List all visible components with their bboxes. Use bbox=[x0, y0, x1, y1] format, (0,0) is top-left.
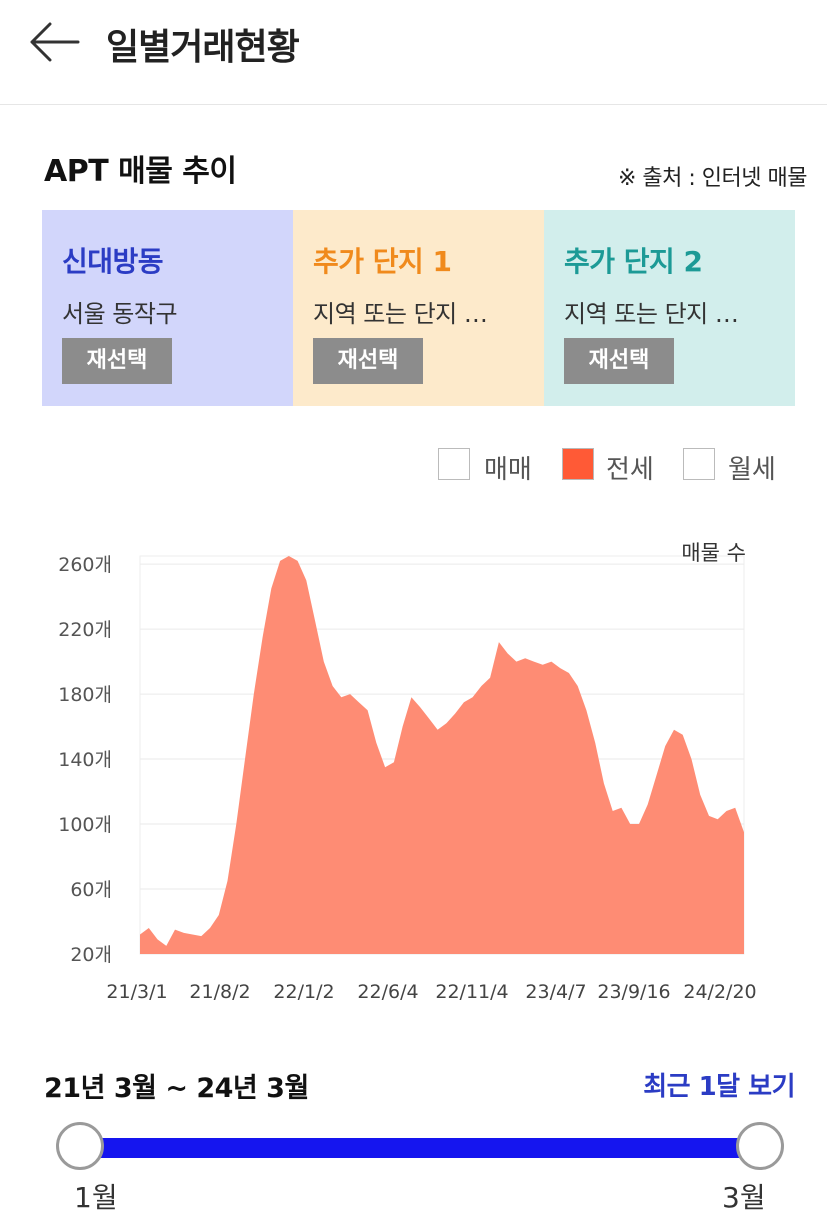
y-tick-label: 20개 bbox=[70, 944, 112, 966]
range-slider-start-handle[interactable] bbox=[56, 1122, 104, 1170]
region-name: 추가 단지 1 bbox=[313, 245, 452, 278]
y-tick-label: 220개 bbox=[58, 619, 112, 641]
y-tick-label: 180개 bbox=[58, 684, 112, 706]
x-tick-label: 23/9/16 bbox=[597, 981, 670, 1003]
y-tick-label: 100개 bbox=[58, 814, 112, 836]
x-tick-label: 22/1/2 bbox=[273, 981, 334, 1003]
app-header bbox=[0, 0, 827, 105]
region-sub: 지역 또는 단지 … bbox=[313, 300, 488, 328]
range-slider-track[interactable] bbox=[80, 1138, 760, 1158]
range-slider-end-handle[interactable] bbox=[736, 1122, 784, 1170]
region-card-3: 추가 단지 2 지역 또는 단지 … 재선택 bbox=[544, 210, 795, 406]
region-name: 추가 단지 2 bbox=[564, 245, 703, 278]
legend-label-sale: 매매 bbox=[484, 455, 532, 485]
section-title: APT 매물 추이 bbox=[44, 154, 237, 189]
legend-checkbox-monthly[interactable] bbox=[683, 448, 715, 480]
reselect-button[interactable]: 재선택 bbox=[313, 338, 423, 384]
y-tick-label: 260개 bbox=[58, 554, 112, 576]
y-tick-label: 60개 bbox=[70, 879, 112, 901]
legend-label-jeonse: 전세 bbox=[606, 455, 654, 485]
page-title: 일별거래현황 bbox=[106, 27, 300, 68]
reselect-button[interactable]: 재선택 bbox=[564, 338, 674, 384]
y-axis-label: 매물 수 bbox=[681, 541, 746, 565]
legend-label-monthly: 월세 bbox=[728, 455, 776, 485]
reselect-button[interactable]: 재선택 bbox=[62, 338, 172, 384]
recent-month-button[interactable]: 최근 1달 보기 bbox=[643, 1072, 795, 1102]
range-start-label: 1월 bbox=[74, 1181, 118, 1214]
x-tick-label: 23/4/7 bbox=[525, 981, 586, 1003]
x-tick-label: 21/3/1 bbox=[106, 981, 167, 1003]
jeonse-series-area bbox=[140, 556, 744, 954]
source-note: ※ 출처 : 인터넷 매물 bbox=[618, 166, 808, 191]
x-tick-label: 24/2/20 bbox=[683, 981, 756, 1003]
region-name: 신대방동 bbox=[62, 245, 164, 278]
listing-trend-chart: 20개 60개 100개 140개 180개 220개 260개 21/3/1 21/8/2 2… bbox=[58, 541, 756, 1003]
arrow-left-icon[interactable] bbox=[30, 20, 80, 64]
region-card-1: 신대방동 서울 동작구 재선택 bbox=[42, 210, 293, 406]
region-sub: 서울 동작구 bbox=[62, 300, 178, 328]
x-tick-label: 21/8/2 bbox=[189, 981, 250, 1003]
x-tick-label: 22/6/4 bbox=[357, 981, 418, 1003]
range-end-label: 3월 bbox=[722, 1181, 766, 1214]
legend-checkbox-sale[interactable] bbox=[438, 448, 470, 480]
x-tick-label: 22/11/4 bbox=[435, 981, 508, 1003]
legend-checkbox-jeonse[interactable] bbox=[562, 448, 594, 480]
region-card-2: 추가 단지 1 지역 또는 단지 … 재선택 bbox=[293, 210, 544, 406]
y-tick-label: 140개 bbox=[58, 749, 112, 771]
region-sub: 지역 또는 단지 … bbox=[564, 300, 739, 328]
date-range-label: 21년 3월 ~ 24년 3월 bbox=[44, 1073, 309, 1104]
